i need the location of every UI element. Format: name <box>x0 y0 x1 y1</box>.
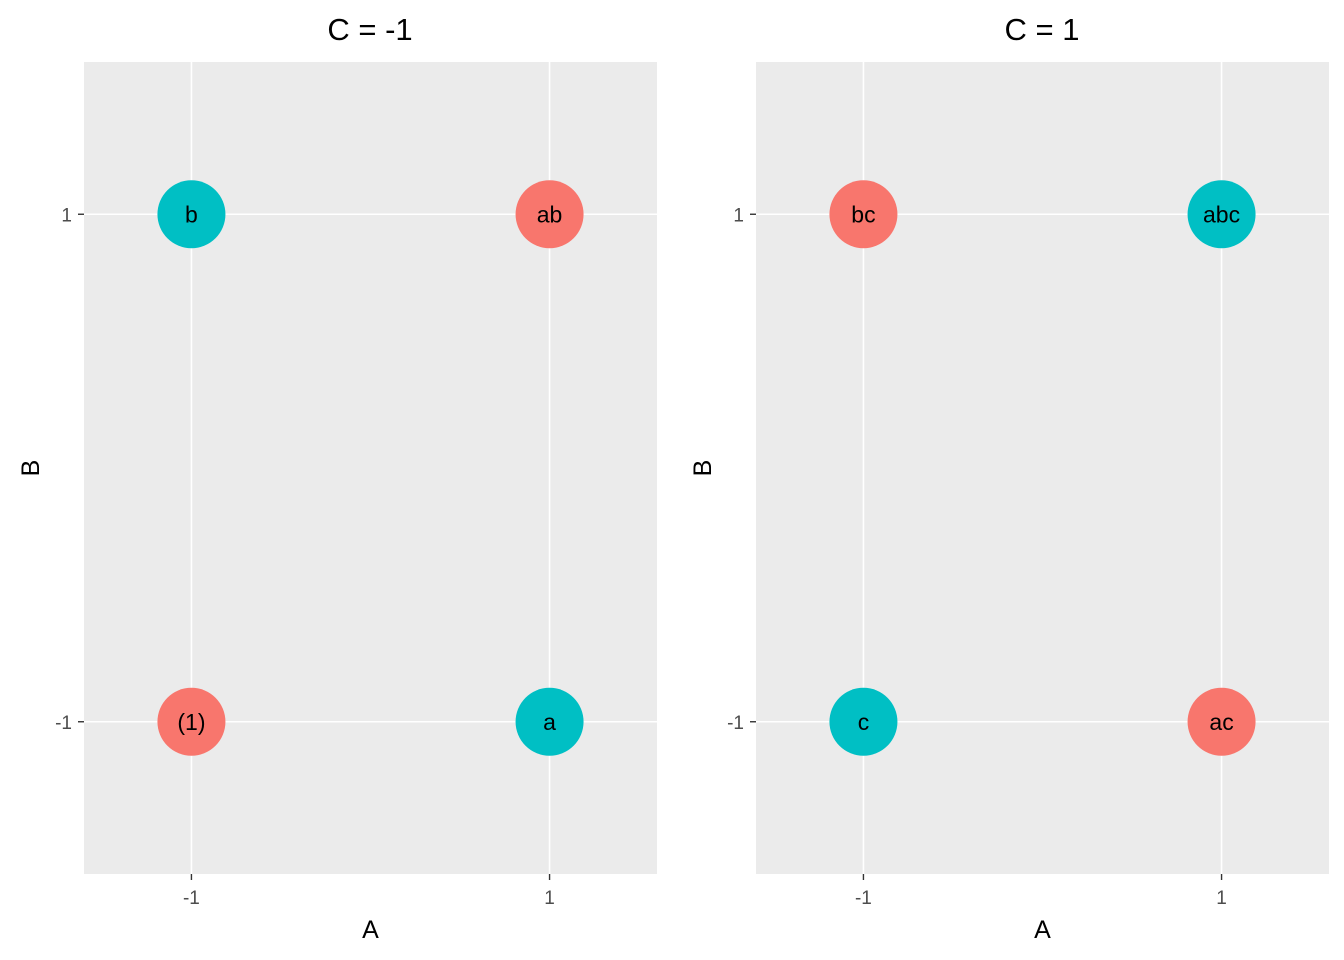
data-point-label: c <box>858 709 870 735</box>
panel-1: -1 1 -1 1 b ab (1) a C = -1 A B <box>17 12 657 944</box>
x-tick-label: -1 <box>183 888 200 909</box>
data-point <box>829 180 898 249</box>
data-point-label: ab <box>537 201 563 227</box>
x-tick-label: -1 <box>855 888 872 909</box>
y-tick-label: 1 <box>61 205 72 226</box>
x-tick-label: 1 <box>544 888 555 909</box>
y-axis-title: B <box>689 460 717 477</box>
y-axis-title: B <box>17 460 45 477</box>
y-tick-label: -1 <box>727 713 744 734</box>
x-axis-title: A <box>1034 916 1051 944</box>
panel-2: -1 1 -1 1 bc abc c ac C = 1 A B <box>689 12 1329 944</box>
data-point-label: bc <box>851 201 875 227</box>
panel-title: C = 1 <box>1005 12 1080 47</box>
data-point-label: a <box>543 709 556 735</box>
y-tick-label: 1 <box>733 205 744 226</box>
panel-title: C = -1 <box>327 12 412 47</box>
panels: -1 1 -1 1 b ab (1) a C = -1 A B -1 1 -1 1 bc abc c ac C = 1… <box>17 12 1329 944</box>
data-point-label: (1) <box>177 709 205 735</box>
data-point <box>515 180 584 249</box>
data-point <box>157 687 226 756</box>
x-tick-label: 1 <box>1216 888 1227 909</box>
data-point <box>829 687 898 756</box>
x-axis-title: A <box>362 916 379 944</box>
y-tick-label: -1 <box>55 713 72 734</box>
data-point-label: ac <box>1209 709 1233 735</box>
data-point <box>1187 180 1256 249</box>
data-point <box>1187 687 1256 756</box>
plot-panel-background <box>756 62 1329 874</box>
data-point <box>157 180 226 249</box>
plot-panel-background <box>84 62 657 874</box>
data-point-label: abc <box>1203 201 1240 227</box>
data-point-label: b <box>185 201 198 227</box>
data-point <box>515 687 584 756</box>
